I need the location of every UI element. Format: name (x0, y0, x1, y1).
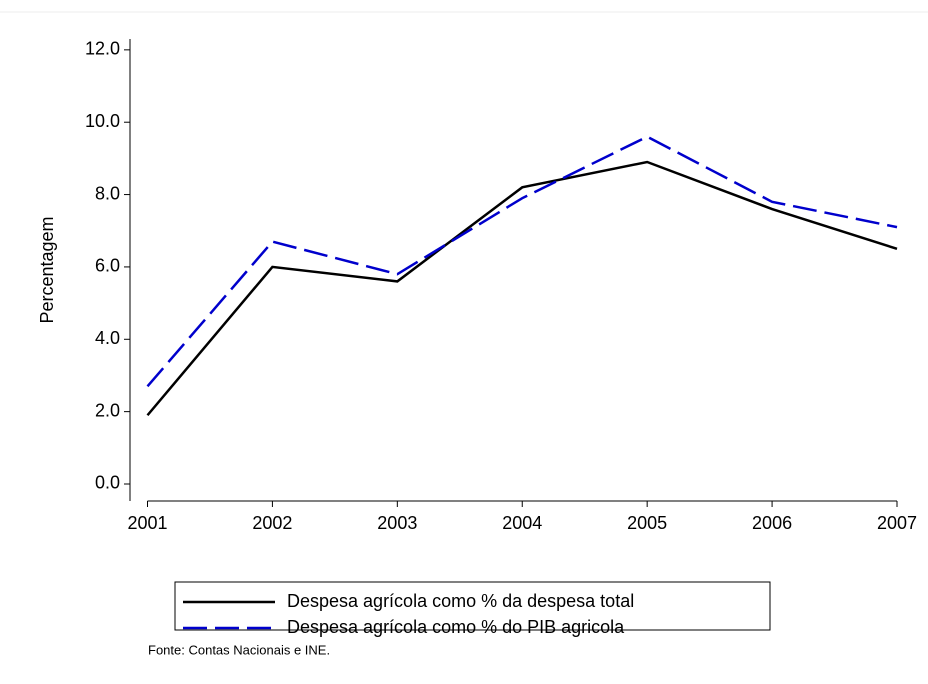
y-tick-label: 4.0 (95, 328, 120, 348)
legend-label: Despesa agrícola como % da despesa total (287, 591, 634, 611)
y-axis-label: Percentagem (37, 216, 57, 323)
legend-box (174, 581, 771, 631)
y-tick-label: 10.0 (85, 111, 120, 131)
series-line (146, 135, 898, 388)
y-tick-label: 2.0 (95, 400, 120, 420)
y-tick-label: 8.0 (95, 183, 120, 203)
y-tick-label: 6.0 (95, 256, 120, 276)
legend-label: Despesa agrícola como % do PIB agricola (287, 617, 625, 637)
x-tick-label: 2002 (252, 513, 292, 533)
x-tick-label: 2003 (377, 513, 417, 533)
x-tick-label: 2001 (127, 513, 167, 533)
x-tick-label: 2007 (877, 513, 917, 533)
x-tick-label: 2004 (502, 513, 542, 533)
x-tick-label: 2006 (752, 513, 792, 533)
x-tick-label: 2005 (627, 513, 667, 533)
y-tick-label: 12.0 (85, 39, 120, 59)
y-tick-label: 0.0 (95, 473, 120, 493)
series-line (146, 160, 898, 417)
source-note: Fonte: Contas Nacionais e INE. (148, 642, 330, 657)
